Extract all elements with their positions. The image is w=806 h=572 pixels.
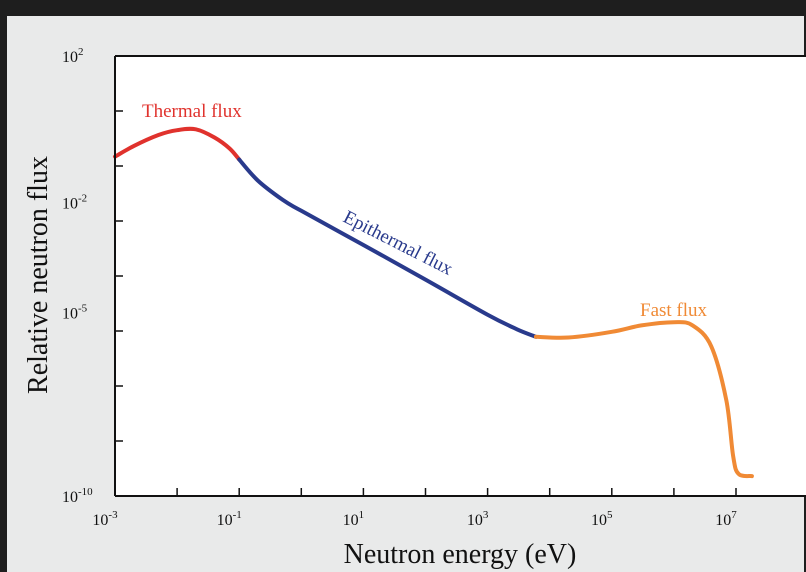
series-line-epithermal-flux [237, 157, 538, 339]
x-tick-label: 105 [591, 509, 613, 529]
x-tick-label: 101 [343, 509, 365, 529]
y-axis-title: Relative neutron flux [23, 156, 54, 394]
x-axis-title: Neutron energy (eV) [344, 539, 577, 570]
annotation-fast-flux: Fast flux [640, 300, 708, 321]
annotation-thermal-flux: Thermal flux [142, 101, 242, 122]
series-line-thermal-flux [113, 126, 242, 162]
x-tick-label: 103 [467, 509, 489, 529]
x-tick-label: 10-3 [92, 509, 118, 529]
y-tick-labels: 102 10-2 10-5 10-10 [62, 46, 93, 506]
y-tick-label: 10-5 [62, 303, 88, 323]
plot-area [115, 56, 806, 496]
y-tick-label: 10-2 [62, 193, 87, 213]
x-tick-label: 10-1 [217, 509, 242, 529]
x-tick-label: 107 [715, 509, 737, 529]
y-tick-label: 102 [62, 46, 84, 66]
axes-frame [114, 55, 806, 497]
x-tick-labels: 10-3 10-1 101 103 105 107 [92, 509, 737, 529]
y-tick-label: 10-10 [62, 486, 93, 506]
series-lines [113, 126, 754, 479]
series-line-fast-flux [533, 320, 754, 479]
